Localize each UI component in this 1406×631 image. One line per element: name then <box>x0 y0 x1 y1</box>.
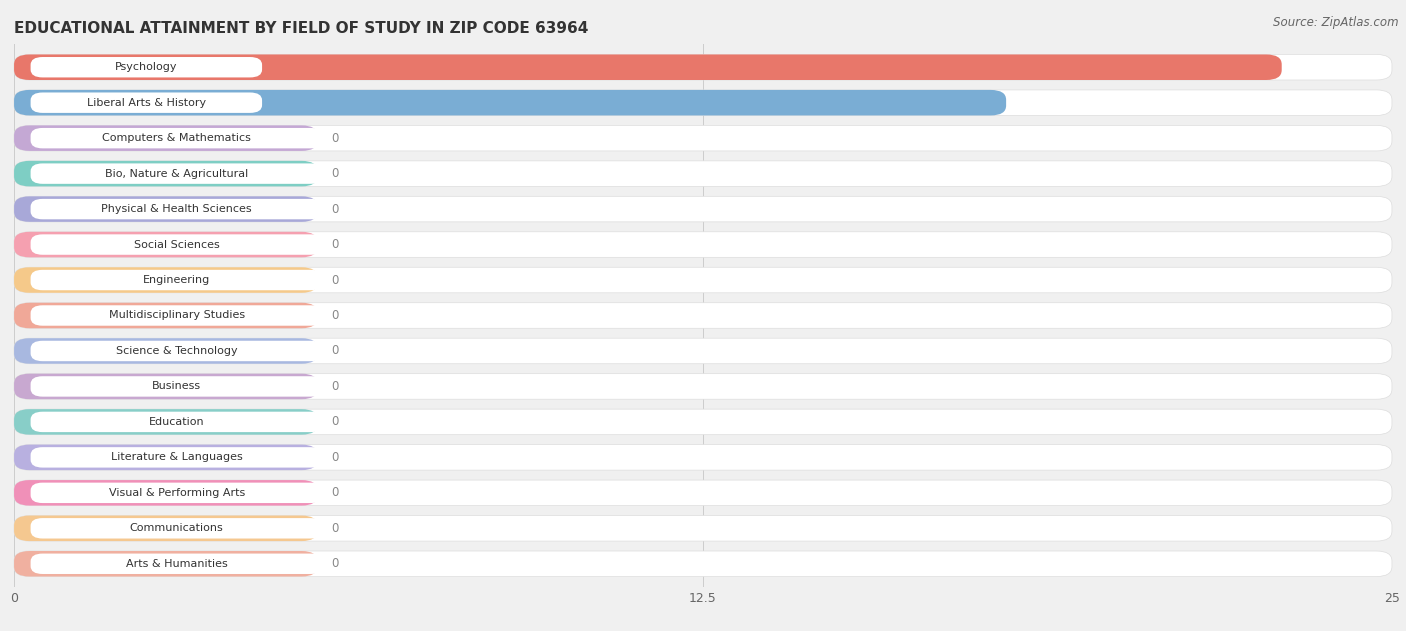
Text: 0: 0 <box>330 415 339 428</box>
FancyBboxPatch shape <box>14 445 318 470</box>
FancyBboxPatch shape <box>31 376 323 397</box>
FancyBboxPatch shape <box>31 305 323 326</box>
FancyBboxPatch shape <box>14 54 1282 80</box>
Text: 0: 0 <box>330 522 339 535</box>
Text: Computers & Mathematics: Computers & Mathematics <box>103 133 252 143</box>
Text: Visual & Performing Arts: Visual & Performing Arts <box>108 488 245 498</box>
Text: 18: 18 <box>1022 96 1039 109</box>
FancyBboxPatch shape <box>14 445 1392 470</box>
Text: Physical & Health Sciences: Physical & Health Sciences <box>101 204 252 214</box>
Text: 0: 0 <box>330 557 339 570</box>
Text: Arts & Humanities: Arts & Humanities <box>125 559 228 569</box>
Text: 0: 0 <box>330 487 339 499</box>
FancyBboxPatch shape <box>14 480 1392 505</box>
FancyBboxPatch shape <box>14 409 1392 435</box>
Text: 23: 23 <box>1298 61 1315 74</box>
FancyBboxPatch shape <box>14 54 1392 80</box>
FancyBboxPatch shape <box>14 268 318 293</box>
Text: 0: 0 <box>330 167 339 180</box>
FancyBboxPatch shape <box>14 232 1392 257</box>
Text: Social Sciences: Social Sciences <box>134 240 219 250</box>
Text: Bio, Nature & Agricultural: Bio, Nature & Agricultural <box>105 168 249 179</box>
Text: 0: 0 <box>330 203 339 216</box>
Text: 0: 0 <box>330 238 339 251</box>
Text: Business: Business <box>152 381 201 391</box>
Text: 0: 0 <box>330 451 339 464</box>
FancyBboxPatch shape <box>31 518 323 538</box>
FancyBboxPatch shape <box>14 161 1392 186</box>
FancyBboxPatch shape <box>14 126 1392 151</box>
FancyBboxPatch shape <box>14 196 1392 222</box>
Text: Source: ZipAtlas.com: Source: ZipAtlas.com <box>1274 16 1399 29</box>
FancyBboxPatch shape <box>14 551 318 577</box>
FancyBboxPatch shape <box>14 516 1392 541</box>
FancyBboxPatch shape <box>31 483 323 503</box>
FancyBboxPatch shape <box>31 411 323 432</box>
FancyBboxPatch shape <box>14 126 318 151</box>
FancyBboxPatch shape <box>31 234 323 255</box>
FancyBboxPatch shape <box>14 161 318 186</box>
Text: Multidisciplinary Studies: Multidisciplinary Studies <box>108 310 245 321</box>
FancyBboxPatch shape <box>14 232 318 257</box>
FancyBboxPatch shape <box>14 516 318 541</box>
FancyBboxPatch shape <box>31 447 323 468</box>
FancyBboxPatch shape <box>31 93 262 113</box>
FancyBboxPatch shape <box>14 374 318 399</box>
Text: 0: 0 <box>330 345 339 358</box>
Text: EDUCATIONAL ATTAINMENT BY FIELD OF STUDY IN ZIP CODE 63964: EDUCATIONAL ATTAINMENT BY FIELD OF STUDY… <box>14 21 589 36</box>
Text: Engineering: Engineering <box>143 275 211 285</box>
FancyBboxPatch shape <box>31 128 323 148</box>
FancyBboxPatch shape <box>31 199 323 220</box>
FancyBboxPatch shape <box>31 341 323 361</box>
Text: 0: 0 <box>330 309 339 322</box>
FancyBboxPatch shape <box>31 553 323 574</box>
FancyBboxPatch shape <box>31 163 323 184</box>
FancyBboxPatch shape <box>14 551 1392 577</box>
FancyBboxPatch shape <box>14 303 318 328</box>
Text: Education: Education <box>149 417 204 427</box>
FancyBboxPatch shape <box>14 90 1007 115</box>
FancyBboxPatch shape <box>31 57 262 78</box>
Text: 0: 0 <box>330 380 339 393</box>
FancyBboxPatch shape <box>14 268 1392 293</box>
FancyBboxPatch shape <box>14 338 318 363</box>
Text: Communications: Communications <box>129 523 224 533</box>
Text: 0: 0 <box>330 273 339 286</box>
FancyBboxPatch shape <box>14 90 1392 115</box>
FancyBboxPatch shape <box>14 374 1392 399</box>
FancyBboxPatch shape <box>14 338 1392 363</box>
FancyBboxPatch shape <box>31 270 323 290</box>
Text: Science & Technology: Science & Technology <box>115 346 238 356</box>
Text: Psychology: Psychology <box>115 62 177 72</box>
Text: Literature & Languages: Literature & Languages <box>111 452 242 463</box>
FancyBboxPatch shape <box>14 409 318 435</box>
Text: 0: 0 <box>330 132 339 144</box>
FancyBboxPatch shape <box>14 196 318 222</box>
FancyBboxPatch shape <box>14 303 1392 328</box>
FancyBboxPatch shape <box>14 480 318 505</box>
Text: Liberal Arts & History: Liberal Arts & History <box>87 98 205 108</box>
